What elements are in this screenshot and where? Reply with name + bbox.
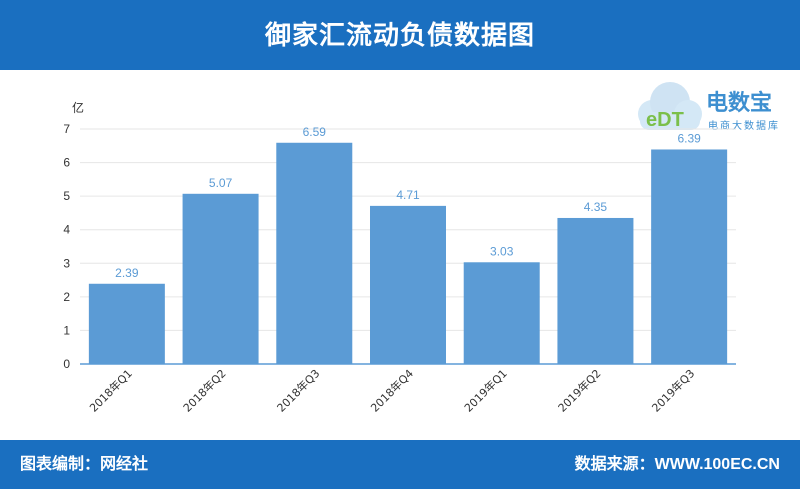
data-label: 6.39 (677, 131, 701, 145)
y-tick-label: 4 (63, 223, 70, 237)
data-label: 6.59 (303, 125, 327, 139)
y-tick-label: 1 (63, 323, 70, 337)
logo-mark: eDT (646, 109, 684, 131)
data-label: 4.35 (584, 200, 608, 214)
x-tick-label: 2019年Q2 (555, 366, 604, 415)
bar (651, 149, 728, 364)
data-label: 5.07 (209, 176, 233, 190)
y-tick-label: 3 (63, 256, 70, 270)
y-tick-label: 0 (63, 357, 70, 371)
data-label: 2.39 (115, 266, 139, 280)
footer-credit: 图表编制：网经社 (20, 456, 149, 473)
data-label: 3.03 (490, 244, 514, 258)
bar-series: 2.39 5.07 6.59 4.71 3.03 4.35 6.39 (88, 125, 728, 364)
x-tick-label: 2018年Q1 (86, 366, 135, 415)
y-tick-label: 7 (63, 122, 70, 136)
bar (557, 217, 634, 364)
x-tick-label: 2019年Q3 (649, 366, 698, 415)
edt-logo: eDT 电数宝 电商大数据库 (638, 82, 778, 132)
y-tick-label: 5 (63, 189, 70, 203)
bar (276, 142, 353, 364)
bar (88, 283, 165, 364)
page-title: 御家汇流动负债数据图 (264, 20, 535, 50)
x-tick-label: 2018年Q4 (368, 366, 417, 415)
bar (370, 205, 446, 364)
data-label: 4.71 (396, 188, 420, 202)
bar-chart: 2.39 5.07 6.59 4.71 3.03 4.35 6.39 0 1 2 3 4 5 6 7 201… (63, 100, 736, 415)
y-tick-label: 2 (63, 290, 70, 304)
x-tick-label: 2019年Q1 (461, 366, 510, 415)
bar (463, 262, 540, 364)
y-tick-label: 6 (63, 156, 70, 170)
x-tick-label: 2018年Q3 (274, 366, 323, 415)
footer-bar: 图表编制：网经社 数据来源：WWW.100EC.CN (0, 440, 800, 489)
logo-name: 电数宝 (706, 90, 772, 116)
x-tick-label: 2018年Q2 (180, 366, 229, 415)
y-axis-label: 亿 (72, 100, 84, 115)
footer-source: 数据来源：WWW.100EC.CN (574, 456, 780, 473)
header-bar (0, 0, 800, 70)
bar (182, 193, 259, 364)
cloud-icon (638, 82, 702, 130)
